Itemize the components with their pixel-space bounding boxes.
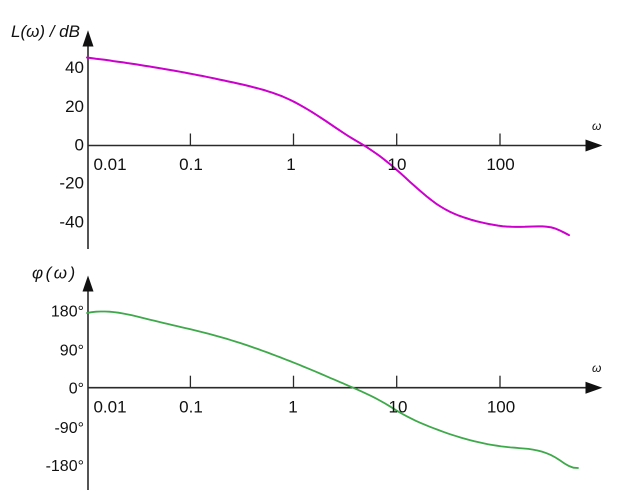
- svg-text:-20: -20: [59, 174, 84, 193]
- svg-text:10: 10: [389, 398, 408, 417]
- svg-text:0°: 0°: [69, 381, 84, 398]
- svg-text:ω: ω: [592, 361, 601, 375]
- svg-text:10: 10: [388, 155, 407, 174]
- svg-text:ω: ω: [592, 119, 601, 133]
- svg-text:180°: 180°: [51, 304, 84, 321]
- svg-text:0: 0: [75, 136, 84, 155]
- svg-text:-40: -40: [59, 213, 84, 232]
- svg-text:0.01: 0.01: [93, 398, 126, 417]
- svg-text:40: 40: [65, 58, 84, 77]
- svg-text:1: 1: [286, 155, 295, 174]
- svg-text:-180°: -180°: [46, 458, 84, 475]
- svg-text:0.01: 0.01: [93, 155, 126, 174]
- svg-text:100: 100: [487, 398, 515, 417]
- svg-text:0.1: 0.1: [179, 398, 203, 417]
- svg-text:20: 20: [65, 97, 84, 116]
- svg-text:0.1: 0.1: [179, 155, 203, 174]
- svg-text:90°: 90°: [60, 343, 84, 360]
- svg-text:1: 1: [288, 398, 297, 417]
- svg-text:-90°: -90°: [54, 420, 84, 437]
- svg-text:φ(ω): φ(ω): [32, 264, 78, 283]
- svg-text:L(ω) / dB: L(ω) / dB: [11, 22, 80, 41]
- svg-text:100: 100: [486, 155, 514, 174]
